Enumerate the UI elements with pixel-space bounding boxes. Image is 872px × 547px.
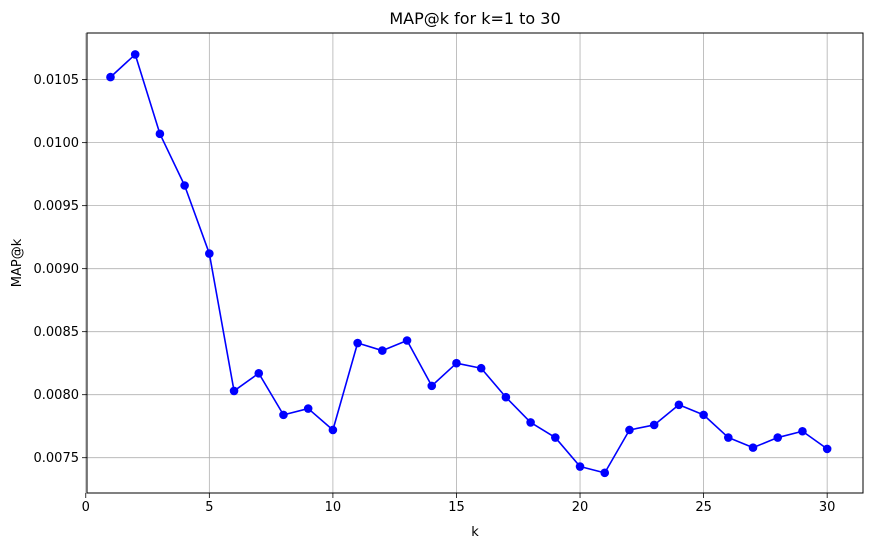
data-point [649, 420, 659, 430]
data-point [526, 418, 535, 427]
data-point [748, 443, 758, 452]
y-tick-label: 0.0090 [34, 262, 80, 277]
data-point [699, 410, 708, 420]
x-tick-label: 0 [82, 500, 90, 515]
data-point [254, 368, 264, 378]
data-point [427, 381, 437, 391]
data-point [724, 433, 733, 442]
data-point [378, 346, 387, 355]
ticks: 0 5 10 15 20 25 30 0.0075 0.0080 0.0085 0.0090 0.00… [34, 73, 836, 515]
data-point [551, 433, 560, 442]
grid [85, 33, 863, 493]
chart-title: MAP@k for k=1 to 30 [389, 9, 560, 28]
data-point [180, 181, 189, 190]
y-tick-label: 0.0075 [34, 451, 80, 466]
y-axis-label: MAP@k [10, 238, 25, 287]
y-tick-label: 0.0100 [34, 136, 80, 151]
x-tick-label: 30 [819, 500, 836, 515]
data-point [205, 249, 214, 258]
data-point [575, 462, 585, 471]
x-tick-label: 10 [325, 500, 342, 515]
data-point [476, 363, 486, 373]
data-point [303, 404, 313, 413]
data-point [279, 410, 288, 420]
data-point [229, 386, 239, 396]
data-point [328, 425, 338, 435]
data-point [625, 425, 634, 435]
data-point [501, 392, 511, 402]
series-layer [106, 50, 832, 478]
data-point [130, 50, 140, 59]
data-point [822, 444, 832, 454]
data-point [402, 336, 412, 345]
data-point [106, 72, 115, 82]
data-point [798, 426, 807, 436]
data-point [600, 468, 610, 478]
series-line [109, 53, 828, 474]
x-axis-label: k [471, 525, 479, 540]
data-point [353, 338, 362, 348]
x-tick-label: 25 [695, 500, 712, 515]
data-point [773, 433, 783, 442]
x-tick-label: 5 [205, 500, 213, 515]
plot-frame [86, 32, 864, 494]
data-point [155, 129, 165, 139]
y-tick-label: 0.0085 [34, 325, 80, 340]
y-tick-label: 0.0095 [34, 199, 80, 214]
data-point [674, 400, 684, 410]
y-tick-label: 0.0080 [34, 388, 80, 403]
data-point [452, 358, 461, 368]
x-tick-label: 20 [572, 500, 589, 515]
y-tick-label: 0.0105 [34, 73, 80, 88]
x-tick-label: 15 [448, 500, 465, 515]
